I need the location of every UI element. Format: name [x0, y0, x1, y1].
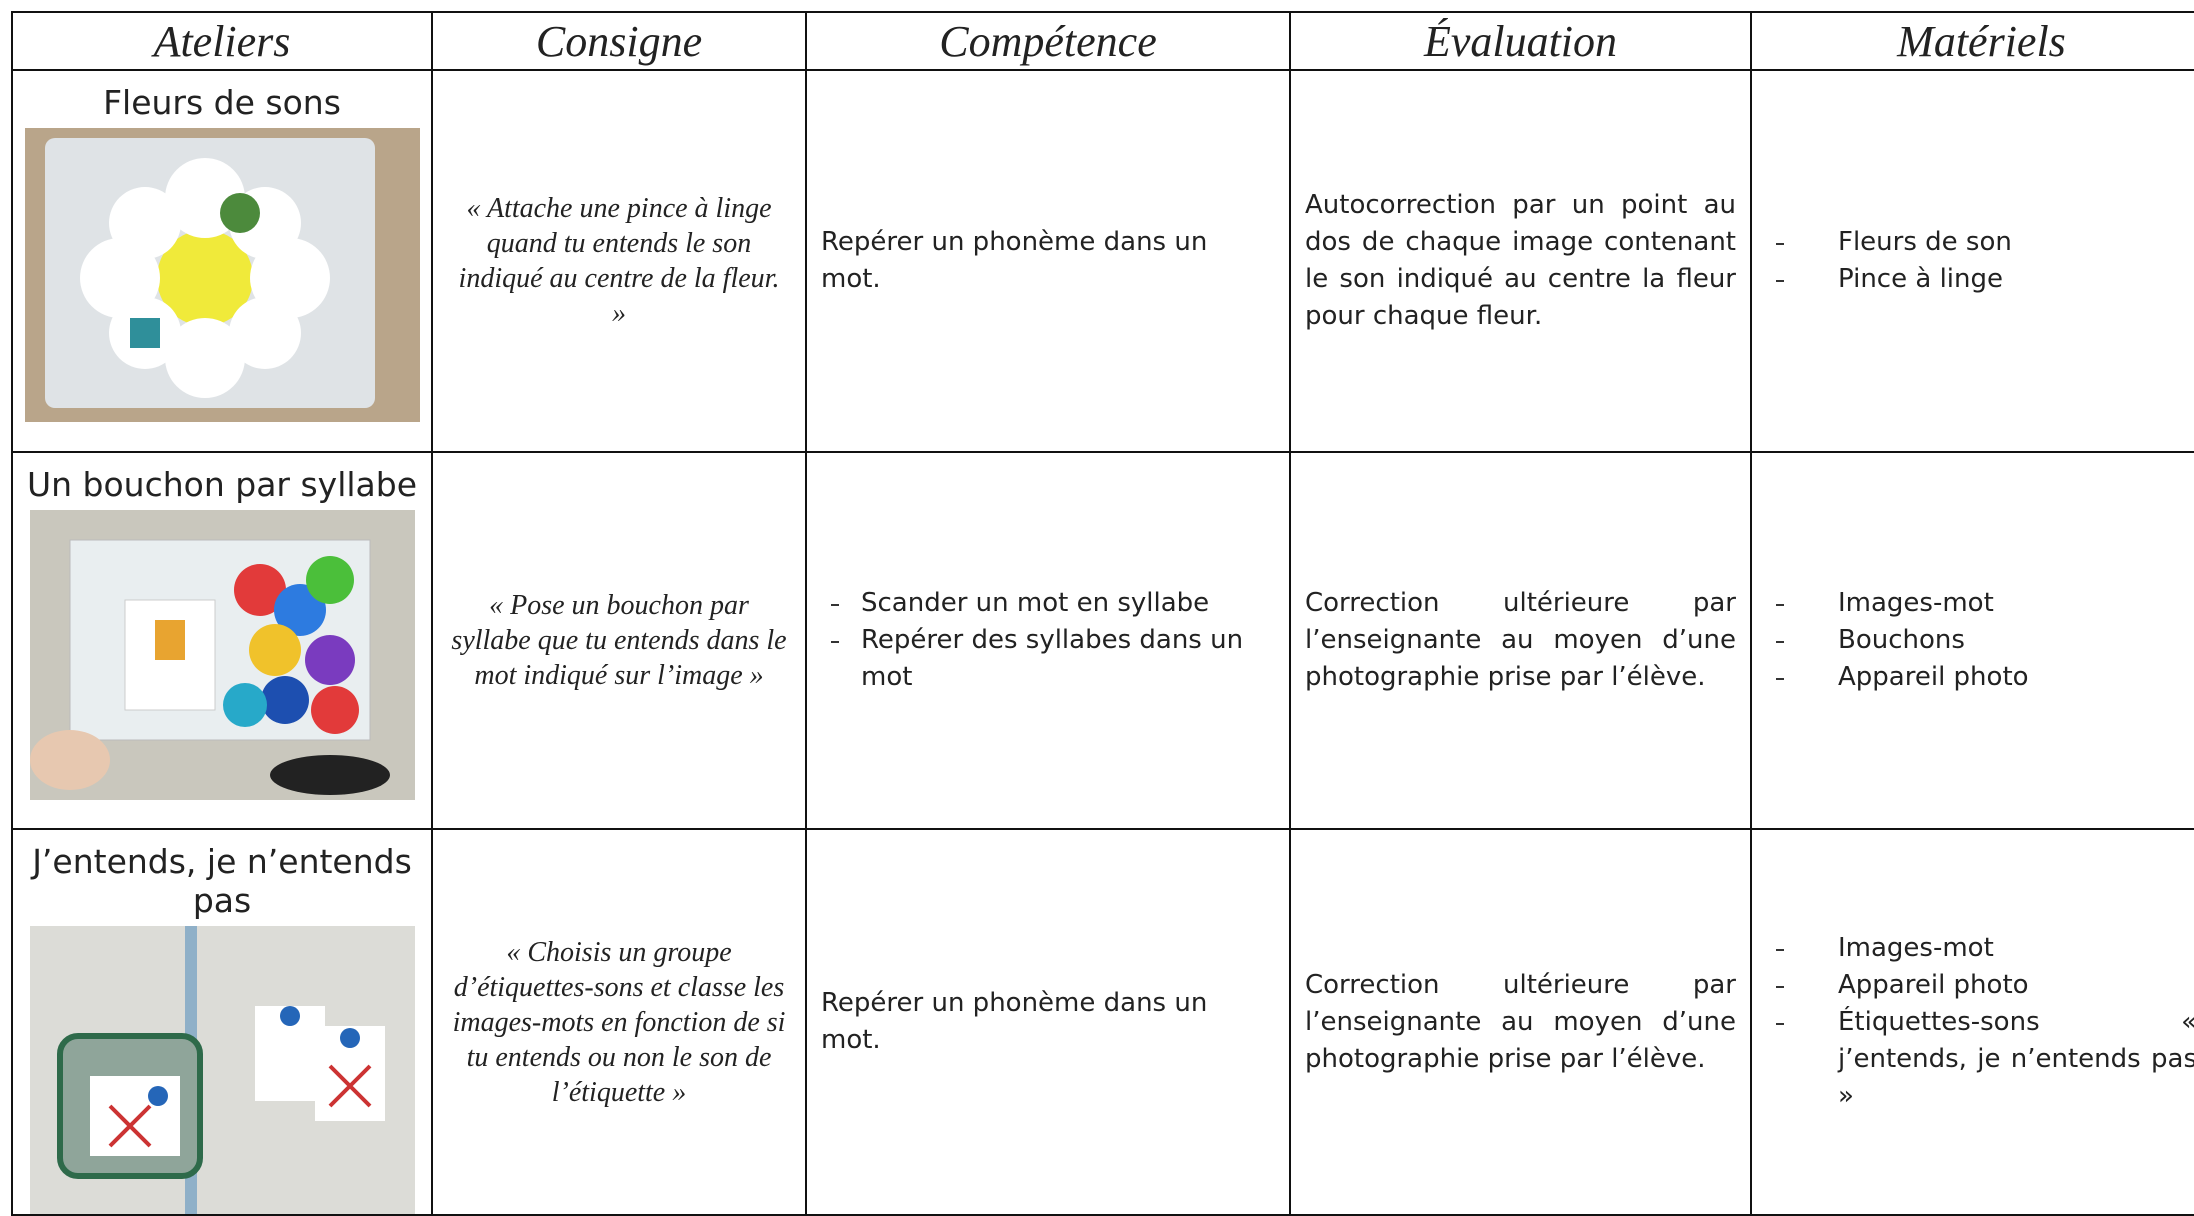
competence-cell: Scander un mot en syllabe Repérer des syl…	[805, 451, 1291, 830]
materiel-item-list: Fleurs de son Pince à linge	[1766, 224, 2194, 298]
atelier-name: Un bouchon par syllabe	[26, 465, 418, 504]
table-row: J’entends, je n’entends pas « Choisis un…	[11, 828, 2194, 1216]
header-cell: Ateliers	[11, 11, 433, 71]
atelier-cell: Fleurs de sons	[11, 69, 433, 453]
atelier-name: J’entends, je n’entends pas	[32, 842, 412, 920]
competence-item: Repérer un phonème dans un mot.	[821, 227, 1208, 294]
workshop-table: Ateliers Consigne Compétence Évaluation …	[11, 11, 2194, 1216]
competence-item: Scander un mot en syllabe	[821, 585, 1275, 622]
table-row: Un bouchon par syllabe « Pose un bouchon…	[11, 451, 2194, 830]
consigne-cell: « Attache une pince à linge quand tu ent…	[431, 69, 807, 453]
header-row: Ateliers Consigne Compétence Évaluation …	[11, 11, 2194, 71]
materiels-cell: Fleurs de son Pince à linge	[1750, 69, 2194, 453]
competence-item: Repérer des syllabes dans un mot	[821, 622, 1275, 696]
evaluation-cell: Correction ultérieure par l’enseignante …	[1289, 828, 1752, 1216]
evaluation-cell: Autocorrection par un point au dos de ch…	[1289, 69, 1752, 453]
materiel-item: Fleurs de son	[1766, 224, 2194, 261]
materiels-cell: Images-mot Appareil photo Étiquettes-sons …	[1750, 828, 2194, 1216]
competence-item-list: Scander un mot en syllabe Repérer des syl…	[821, 585, 1275, 696]
photo	[29, 926, 415, 1214]
competence-cell: Repérer un phonème dans un mot.	[805, 828, 1291, 1216]
evaluation-cell: Correction ultérieure par l’enseignante …	[1289, 451, 1752, 830]
consigne-cell: « Choisis un groupe d’étiquettes-sons et…	[431, 828, 807, 1216]
header-cell: Consigne	[431, 11, 807, 71]
materiel-item: Images-mot	[1766, 930, 2194, 967]
table-row: Fleurs de sons « Attache une pince à lin…	[11, 69, 2194, 453]
materiel-item: Appareil photo	[1766, 967, 2194, 1004]
header-cell: Matériels	[1750, 11, 2194, 71]
photo	[24, 128, 420, 422]
materiel-item: Bouchons	[1766, 622, 2194, 659]
materiels-cell: Images-mot Bouchons Appareil photo	[1750, 451, 2194, 830]
materiel-item-list: Images-mot Appareil photo Étiquettes-sons …	[1766, 930, 2194, 1115]
materiel-item: Étiquettes-sons « j’entends, je n’entend…	[1766, 1004, 2194, 1115]
atelier-cell: J’entends, je n’entends pas	[11, 828, 433, 1216]
materiel-item: Appareil photo	[1766, 659, 2194, 696]
competence-cell: Repérer un phonème dans un mot.	[805, 69, 1291, 453]
competence-item: Repérer un phonème dans un mot.	[821, 988, 1208, 1055]
consigne-cell: « Pose un bouchon par syllabe que tu ent…	[431, 451, 807, 830]
materiel-item-list: Images-mot Bouchons Appareil photo	[1766, 585, 2194, 696]
header-cell: Évaluation	[1289, 11, 1752, 71]
materiel-item: Pince à linge	[1766, 261, 2194, 298]
atelier-name: Fleurs de sons	[103, 83, 341, 122]
materiel-item: Images-mot	[1766, 585, 2194, 622]
atelier-cell: Un bouchon par syllabe	[11, 451, 433, 830]
photo	[29, 510, 415, 800]
header-cell: Compétence	[805, 11, 1291, 71]
